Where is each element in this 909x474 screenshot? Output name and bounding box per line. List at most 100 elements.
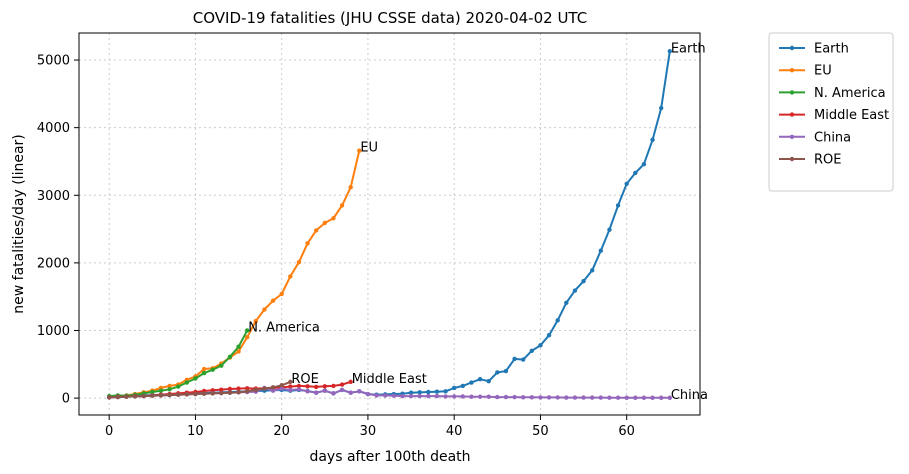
data-point-n-america	[158, 388, 164, 393]
data-point-china	[374, 393, 379, 398]
data-point-earth	[581, 278, 586, 284]
data-point-china	[417, 393, 422, 399]
legend-label-n-america: N. America	[814, 86, 886, 101]
data-point-eu	[313, 228, 319, 233]
data-point-roe	[288, 379, 293, 385]
x-tick-label: 10	[187, 424, 204, 439]
series-line-roe	[109, 380, 291, 399]
legend-marker-middle-east	[789, 112, 795, 117]
data-point-eu	[357, 148, 362, 153]
data-point-china	[633, 395, 638, 400]
grid	[79, 33, 700, 415]
data-point-earth	[546, 333, 552, 338]
data-point-middle-east	[322, 384, 328, 389]
data-point-earth	[641, 161, 647, 167]
data-point-n-america	[193, 376, 198, 381]
legend-frame	[768, 32, 894, 192]
data-point-earth	[529, 348, 535, 353]
annotations: Earth EU N. America Middle East China ROE	[248, 41, 708, 403]
legend-marker-roe	[789, 156, 795, 162]
data-point-roe	[132, 394, 138, 399]
series-layer	[106, 49, 673, 400]
data-point-eu	[288, 274, 293, 279]
annotation-earth: Earth	[671, 41, 706, 56]
data-point-china	[538, 395, 543, 400]
data-point-roe	[115, 394, 121, 400]
data-point-china	[486, 394, 491, 399]
data-point-china	[503, 394, 509, 400]
legend-marker-china	[789, 134, 795, 139]
data-point-earth	[615, 203, 621, 208]
data-point-middle-east	[244, 386, 250, 391]
data-point-earth	[624, 181, 629, 186]
legend-marker-n-america	[789, 90, 795, 95]
legend-label-china: China	[814, 130, 851, 145]
y-tick-label: 2000	[37, 256, 70, 271]
data-point-middle-east	[288, 384, 293, 389]
data-point-china	[451, 394, 457, 399]
data-point-earth	[469, 380, 474, 385]
legend-label-middle-east: Middle East	[814, 108, 889, 123]
data-point-roe	[150, 393, 155, 398]
data-point-earth	[426, 389, 431, 395]
data-point-roe	[270, 385, 276, 390]
data-point-roe	[106, 395, 112, 400]
y-axis-label: new fatalities/day (linear)	[11, 134, 27, 313]
data-point-china	[426, 393, 431, 399]
data-point-china	[598, 395, 604, 400]
data-point-earth	[503, 368, 509, 374]
y-tick-label: 5000	[37, 54, 70, 69]
series-line-earth	[109, 51, 671, 398]
data-point-roe	[262, 386, 267, 391]
data-point-earth	[408, 390, 414, 395]
data-point-eu	[236, 349, 241, 354]
x-tick-label: 0	[105, 424, 113, 439]
data-point-eu	[244, 335, 250, 340]
x-ticks: 0 10 20 30 40 50 60	[105, 415, 635, 439]
annotation-middle-east: Middle East	[352, 372, 427, 387]
data-point-eu	[279, 291, 284, 297]
data-point-earth	[598, 248, 604, 253]
data-point-n-america	[175, 384, 181, 389]
data-point-roe	[210, 391, 215, 396]
data-point-middle-east	[236, 386, 241, 391]
data-point-eu	[262, 307, 267, 312]
data-point-earth	[658, 105, 664, 111]
data-point-china	[288, 387, 293, 393]
data-point-china	[529, 395, 535, 400]
data-point-earth	[512, 356, 517, 362]
data-point-middle-east	[210, 388, 215, 393]
x-tick-label: 30	[360, 424, 377, 439]
legend-marker-earth	[789, 45, 795, 51]
x-tick-label: 60	[618, 424, 635, 439]
legend: Earth EU N. America Middle East China ROE	[768, 32, 894, 192]
data-point-eu	[331, 216, 336, 221]
data-point-china	[348, 390, 353, 395]
data-point-eu	[253, 318, 259, 324]
annotation-n-america: N. America	[248, 320, 320, 335]
data-point-middle-east	[313, 384, 319, 390]
x-tick-label: 50	[532, 424, 549, 439]
data-point-middle-east	[296, 383, 302, 389]
data-point-china	[572, 395, 578, 400]
data-point-china	[460, 394, 466, 399]
x-tick-label: 20	[273, 424, 290, 439]
data-point-china	[382, 393, 388, 398]
data-point-roe	[244, 389, 250, 394]
data-point-china	[624, 395, 629, 400]
x-tick-label: 40	[446, 424, 463, 439]
data-point-roe	[219, 390, 224, 396]
y-tick-label: 0	[62, 392, 70, 407]
data-point-china	[650, 395, 655, 400]
data-point-eu	[167, 383, 172, 389]
data-point-earth	[460, 383, 466, 389]
data-point-eu	[348, 184, 353, 190]
data-point-n-america	[184, 380, 190, 385]
data-point-china	[400, 393, 405, 399]
data-point-china	[495, 394, 500, 400]
data-point-roe	[279, 383, 284, 388]
data-point-eu	[201, 366, 207, 372]
data-point-china	[546, 395, 552, 400]
data-point-roe	[124, 394, 129, 399]
